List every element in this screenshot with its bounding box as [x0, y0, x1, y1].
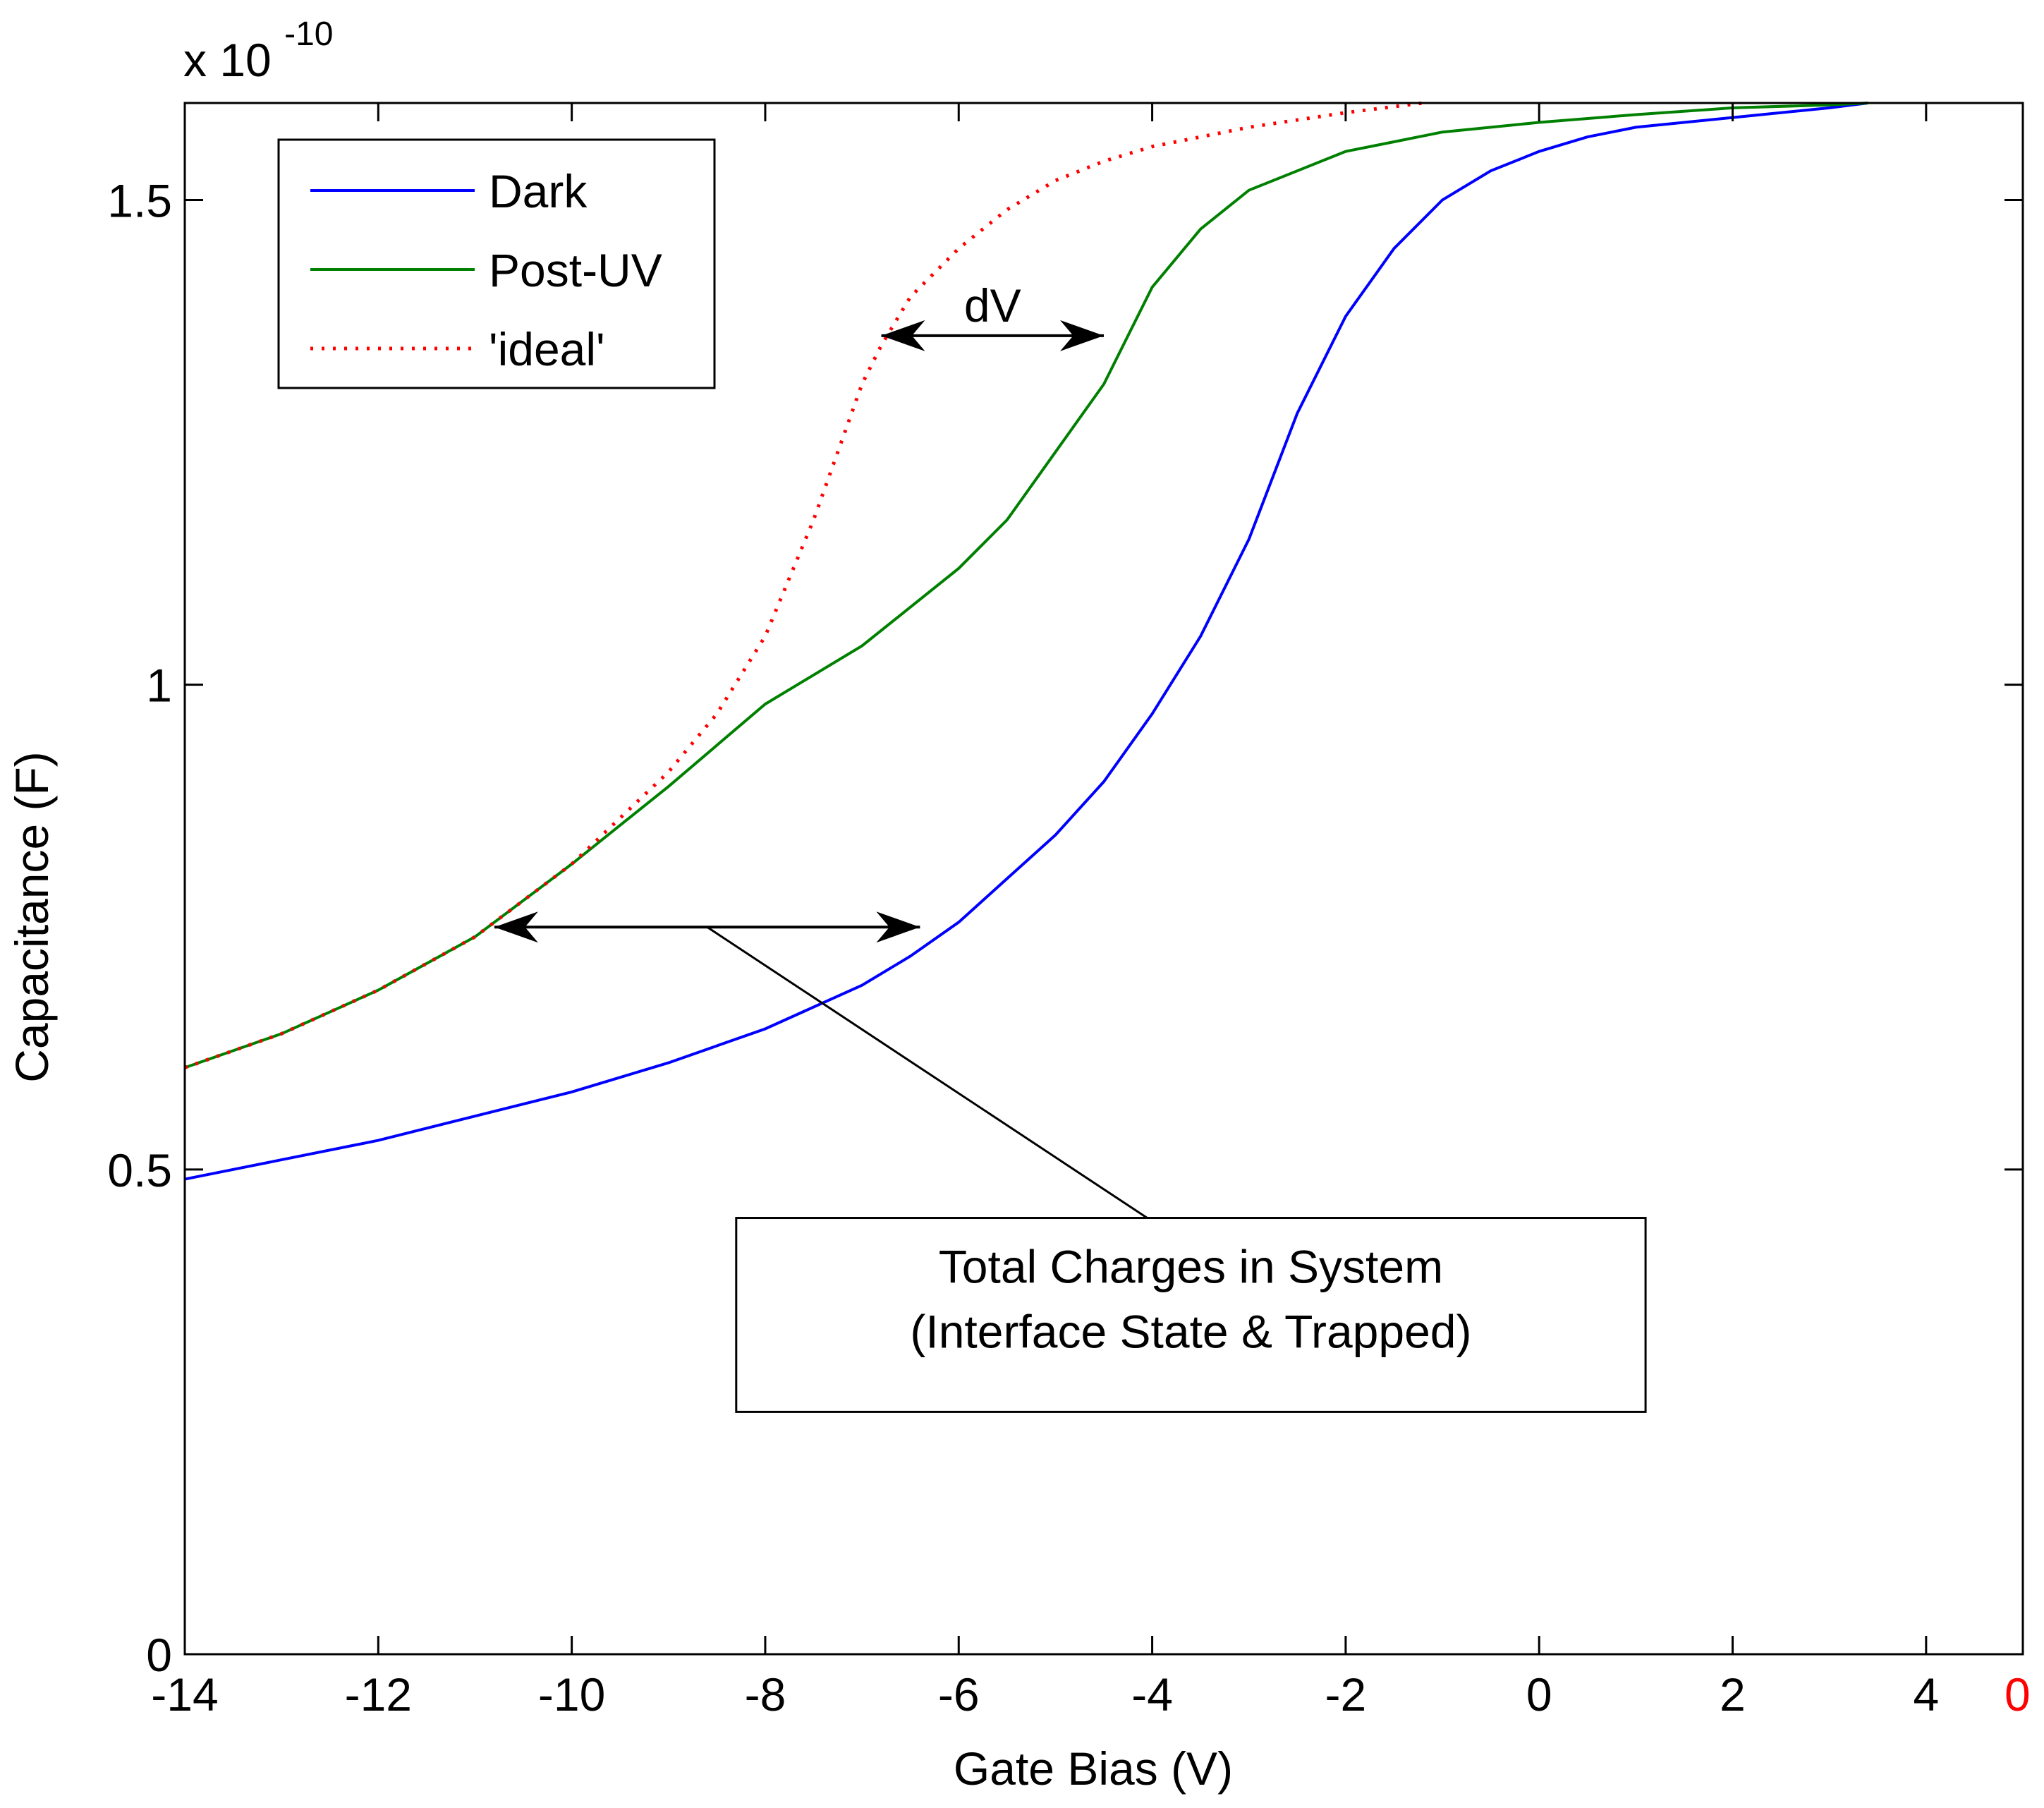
right-axis-tick-label: 0 [2005, 1668, 2031, 1721]
y-exponent-label: x 10 -10 [183, 16, 333, 86]
callout-text-line: (Interface State & Trapped) [910, 1306, 1471, 1358]
dv-arrow-head-left [881, 320, 925, 351]
x-tick-label: -14 [151, 1668, 218, 1721]
axes-frame [183, 102, 2024, 1656]
total-arrow-head-left [494, 911, 538, 943]
total-arrow-head-right [876, 911, 920, 943]
dv-label: dV [964, 279, 1021, 332]
dv-arrow-head-right [1060, 320, 1104, 351]
legend-label-0: Dark [489, 165, 588, 217]
x-tick-label: 2 [1720, 1668, 1746, 1721]
ticks-layer: -14 -12 -10 -8 -6 -4 -2 0 2 4 0 0.5 1 1.5 0 [107, 103, 2031, 1721]
x-tick-label: 0 [1526, 1668, 1552, 1721]
x-tick-label: -2 [1325, 1668, 1367, 1721]
x-axis-label: Gate Bias (V) [954, 1742, 1233, 1795]
callout-pointer [706, 926, 1163, 1229]
x-tick-label: -4 [1131, 1668, 1173, 1721]
legend-label-2: 'ideal' [489, 323, 605, 375]
y-exponent-power: -10 [284, 16, 333, 53]
y-axis-label: Capacitance (F) [6, 751, 58, 1083]
curves-layer [184, 101, 1868, 1181]
y-tick-label: 1 [146, 660, 172, 712]
legend-box [277, 138, 716, 389]
x-tick-label: -10 [538, 1668, 605, 1721]
annotations-layer: dV Total Charges in System (Interface Stat… [494, 279, 1647, 1413]
series-line-2 [184, 101, 1423, 1069]
x-tick-label: -8 [745, 1668, 786, 1721]
legend-label-1: Post-UV [489, 244, 662, 296]
callout-box [735, 1217, 1647, 1413]
x-tick-label: -6 [938, 1668, 980, 1721]
legend: Dark Post-UV 'ideal' [277, 138, 716, 389]
y-tick-label: 1.5 [107, 174, 172, 226]
callout-text-line: Total Charges in System [939, 1241, 1443, 1293]
y-exponent-base: x 10 [183, 34, 272, 86]
x-tick-label: -12 [345, 1668, 412, 1721]
plot-frame [183, 102, 2024, 1656]
series-line-0 [184, 102, 1868, 1181]
y-tick-label: 0 [146, 1629, 172, 1681]
x-tick-label: 4 [1913, 1668, 1939, 1721]
series-line-1 [184, 102, 1868, 1069]
y-tick-label: 0.5 [107, 1144, 172, 1196]
